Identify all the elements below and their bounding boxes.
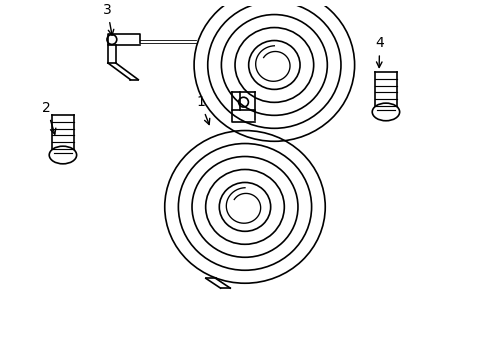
Text: 3: 3 — [103, 3, 114, 35]
Text: 4: 4 — [374, 36, 383, 67]
Text: 2: 2 — [42, 101, 56, 134]
Text: 1: 1 — [196, 95, 209, 125]
